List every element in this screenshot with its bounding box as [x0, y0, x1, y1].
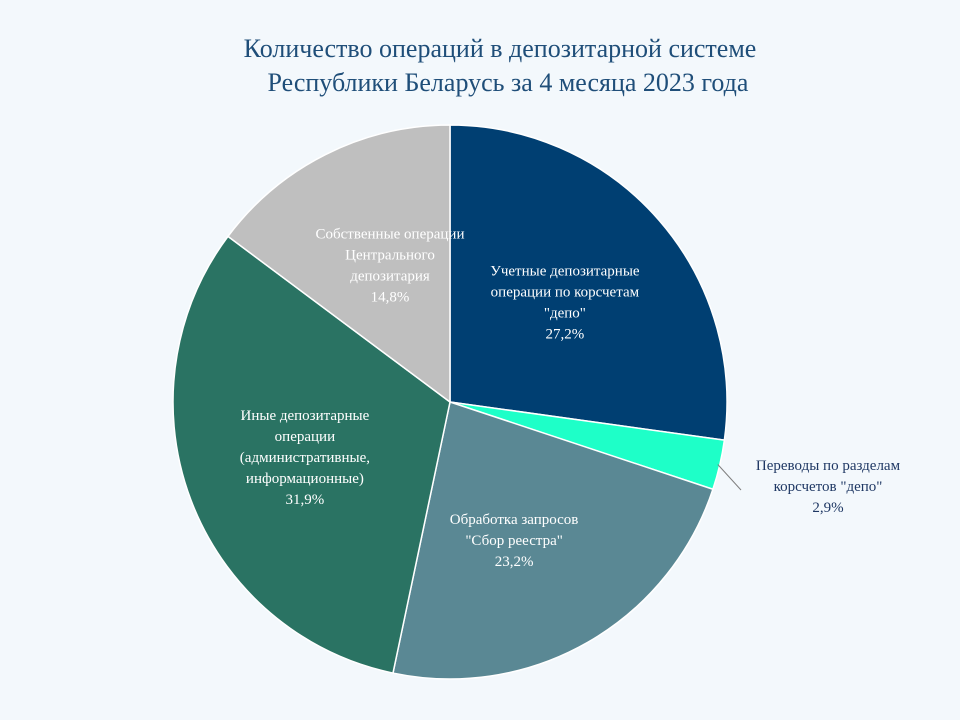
- slice-category-label: операции: [275, 429, 335, 445]
- slice-category-label: депозитария: [350, 269, 430, 285]
- slice-category-label: Собственные операции: [316, 227, 465, 243]
- slice-category-label: информационные): [246, 471, 364, 487]
- slice-category-label: корсчетов "депо": [774, 479, 883, 495]
- slice-category-label: "Сбор реестра": [465, 533, 563, 549]
- pie-slices: [172, 124, 728, 680]
- leader-line-2: [717, 464, 742, 491]
- pie-slice-5: [226, 124, 451, 404]
- slice-label-4: Иные депозитарные операции (административн…: [240, 408, 370, 508]
- slice-value-label: 14,8%: [371, 290, 410, 306]
- leader-lines: [717, 464, 742, 491]
- slice-label-1: Учетные депозитарные операции по корсчета…: [490, 264, 640, 343]
- chart-title-line-2: Республики Беларусь за 4 месяца 2023 год…: [267, 68, 749, 97]
- chart-title: Количество операций в депозитарной систе…: [0, 32, 960, 100]
- slice-category-label: "депо": [544, 306, 586, 322]
- slice-category-label: Иные депозитарные: [241, 408, 370, 424]
- slice-category-label: Обработка запросов: [450, 512, 579, 528]
- chart-title-line-1: Количество операций в депозитарной систе…: [243, 34, 757, 63]
- slice-category-label: (административные,: [240, 450, 370, 466]
- slice-label-3: Обработка запросов "Сбор реестра" 23,2%: [450, 512, 579, 570]
- slice-label-2: Переводы по разделам корсчетов "депо" 2,9%: [756, 458, 901, 516]
- slice-category-label: Центрального: [345, 248, 435, 264]
- slice-label-5: Собственные операции Центрального депозита…: [316, 227, 465, 306]
- slice-category-label: операции по корсчетам: [491, 285, 640, 301]
- pie-slice-1: [449, 124, 728, 442]
- slice-category-label: Переводы по разделам: [756, 458, 901, 474]
- pie-slice-4: [172, 235, 451, 674]
- slice-labels: Учетные депозитарные операции по корсчета…: [240, 227, 901, 571]
- pie-slice-3: [392, 401, 714, 680]
- slice-value-label: 23,2%: [495, 554, 534, 570]
- slice-category-label: Учетные депозитарные: [490, 264, 640, 280]
- slice-value-label: 31,9%: [286, 492, 325, 508]
- slice-value-label: 2,9%: [812, 500, 843, 516]
- slice-value-label: 27,2%: [546, 327, 585, 343]
